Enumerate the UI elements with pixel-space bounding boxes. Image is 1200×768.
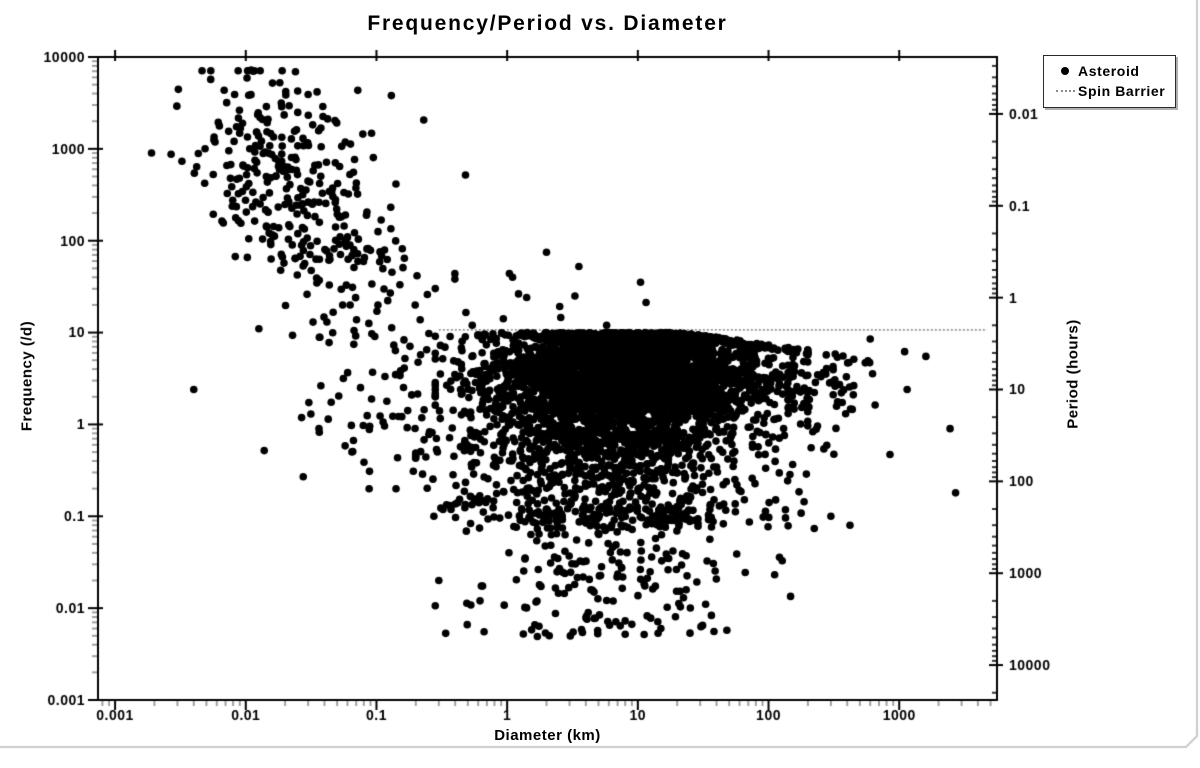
legend-item-spin-barrier: Spin Barrier — [1052, 81, 1165, 101]
legend-item-asteroid: Asteroid — [1052, 61, 1165, 81]
x-axis-title: Diameter (km) — [494, 727, 601, 744]
y-right-axis-title: Period (hours) — [1064, 319, 1082, 429]
chart-title: Frequency/Period vs. Diameter — [367, 12, 728, 35]
spin-barrier-line-icon — [1052, 90, 1078, 92]
legend: Asteroid Spin Barrier — [1043, 55, 1177, 108]
y-left-axis-title: Frequency (/d) — [18, 320, 36, 432]
legend-label-asteroid: Asteroid — [1078, 63, 1140, 79]
asteroid-marker-icon — [1052, 67, 1078, 75]
legend-label-spin-barrier: Spin Barrier — [1078, 83, 1166, 99]
